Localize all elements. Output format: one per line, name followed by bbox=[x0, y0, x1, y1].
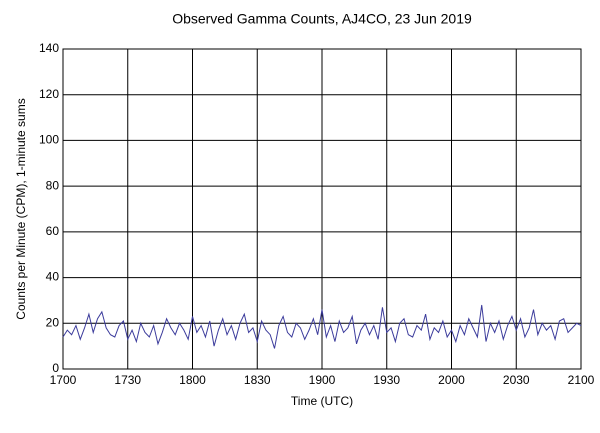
y-tick-label: 100 bbox=[39, 133, 59, 147]
y-tick-label: 120 bbox=[39, 87, 59, 101]
x-tick-label: 2000 bbox=[438, 373, 465, 387]
x-tick-label: 1830 bbox=[244, 373, 271, 387]
x-tick-label: 2030 bbox=[503, 373, 530, 387]
data-line bbox=[62, 304, 582, 349]
y-tick-label: 60 bbox=[46, 224, 60, 238]
x-axis-label: Time (UTC) bbox=[291, 394, 353, 408]
y-tick-label: 80 bbox=[46, 178, 60, 192]
x-tick-label: 1800 bbox=[179, 373, 206, 387]
y-tick-label: 0 bbox=[52, 361, 59, 375]
y-axis-label: Counts per Minute (CPM), 1-minute sums bbox=[14, 98, 28, 319]
x-tick-label: 1700 bbox=[50, 373, 77, 387]
x-tick-label: 2100 bbox=[568, 373, 595, 387]
x-tick-label: 1900 bbox=[309, 373, 336, 387]
x-tick-label: 1730 bbox=[114, 373, 141, 387]
chart-title: Observed Gamma Counts, AJ4CO, 23 Jun 201… bbox=[172, 11, 472, 27]
y-tick-label: 140 bbox=[39, 41, 59, 55]
x-tick-label: 1930 bbox=[373, 373, 400, 387]
y-tick-label: 20 bbox=[46, 315, 60, 329]
y-tick-label: 40 bbox=[46, 270, 60, 284]
